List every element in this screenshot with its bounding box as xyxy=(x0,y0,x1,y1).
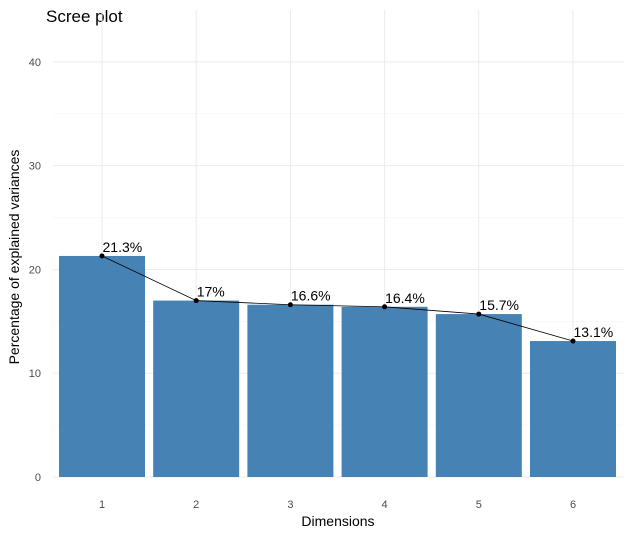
data-label-1: 21.3% xyxy=(103,239,143,255)
bar-1 xyxy=(59,255,145,477)
y-tick-label: 20 xyxy=(29,264,41,276)
data-label-6: 13.1% xyxy=(574,324,614,340)
y-axis-ticks: 0 10 20 30 40 xyxy=(29,57,41,484)
bar-3 xyxy=(247,304,334,477)
y-tick-label: 30 xyxy=(29,161,41,173)
y-tick-label: 40 xyxy=(29,57,41,69)
x-axis-title: Dimensions xyxy=(301,513,374,529)
bar-6 xyxy=(530,341,616,477)
y-axis-title: Percentage of explained variances xyxy=(6,150,22,365)
bar-5 xyxy=(435,314,522,477)
bar-2 xyxy=(153,300,240,477)
x-tick-label: 1 xyxy=(99,499,105,511)
x-tick-label: 2 xyxy=(193,499,199,511)
trend-point-3 xyxy=(287,302,293,308)
x-tick-label: 3 xyxy=(287,499,293,511)
trend-point-4 xyxy=(382,304,388,310)
data-label-4: 16.4% xyxy=(385,290,425,306)
trend-line-path xyxy=(101,255,574,342)
data-label-2: 17% xyxy=(197,284,225,300)
y-tick-label: 0 xyxy=(35,472,41,484)
trend-point-6 xyxy=(570,338,576,344)
x-axis-ticks: 1 2 3 4 5 6 xyxy=(99,499,576,511)
bar-4 xyxy=(341,306,428,477)
x-tick-label: 5 xyxy=(476,499,482,511)
data-label-5: 15.7% xyxy=(479,297,519,313)
chart-title: Scree plot xyxy=(46,7,123,26)
trend-point-1 xyxy=(99,253,105,259)
bars xyxy=(59,255,616,477)
trend-points xyxy=(99,253,576,344)
y-tick-label: 10 xyxy=(29,368,41,380)
trend-point-2 xyxy=(193,298,199,304)
x-tick-label: 6 xyxy=(570,499,576,511)
x-tick-label: 4 xyxy=(382,499,388,511)
trend-line xyxy=(101,255,574,342)
data-labels: 21.3% 17% 16.6% 16.4% 15.7% 13.1% xyxy=(103,239,614,340)
trend-point-5 xyxy=(476,311,482,317)
data-label-3: 16.6% xyxy=(291,288,331,304)
